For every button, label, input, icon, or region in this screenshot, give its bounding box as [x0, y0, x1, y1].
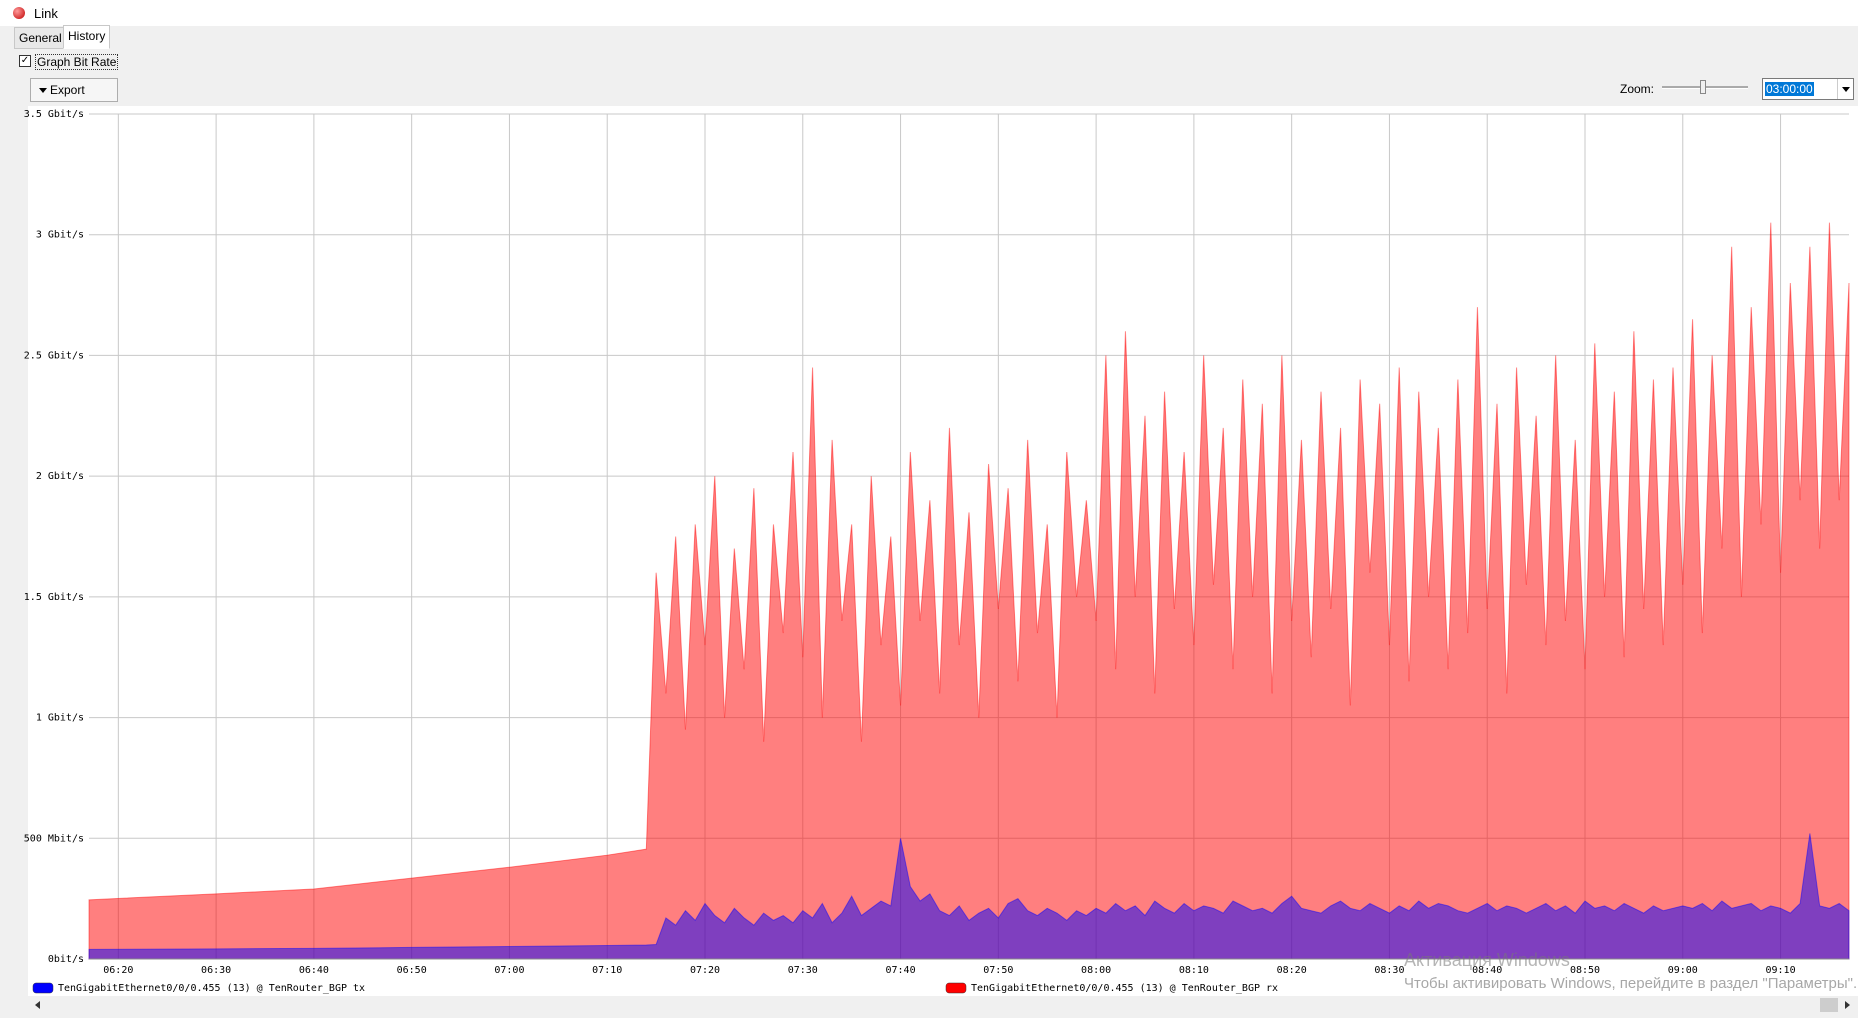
- button-label: Export: [50, 83, 85, 97]
- app-icon: [13, 7, 25, 19]
- y-tick-label: 3 Gbit/s: [36, 230, 84, 241]
- dropdown-arrow: [39, 88, 47, 93]
- y-tick-label: 2 Gbit/s: [36, 471, 84, 482]
- select-arrow[interactable]: [1837, 79, 1853, 99]
- y-tick-label: 0bit/s: [48, 954, 84, 965]
- checkbox-label[interactable]: Graph Bit Rate: [35, 54, 119, 70]
- tab[interactable]: History: [63, 25, 111, 49]
- x-tick-label: 07:40: [886, 965, 916, 976]
- legend-label: TenGigabitEthernet0/0/0.455 (13) @ TenRo…: [971, 983, 1278, 994]
- x-tick-label: 06:20: [103, 965, 133, 976]
- scroll-right[interactable]: [1845, 1001, 1850, 1009]
- legend-swatch: [945, 982, 967, 994]
- x-tick-label: 07:50: [983, 965, 1013, 976]
- x-tick-label: 08:40: [1472, 965, 1502, 976]
- tab[interactable]: General: [14, 27, 67, 49]
- slider-thumb[interactable]: [1700, 80, 1706, 94]
- legend-swatch: [32, 982, 54, 994]
- x-tick-label: 07:30: [788, 965, 818, 976]
- zoom-select[interactable]: 03:00:00: [1762, 78, 1854, 100]
- area: [88, 222, 1850, 960]
- zoom-value: 03:00:00: [1765, 82, 1814, 96]
- x-tick-label: 06:30: [201, 965, 231, 976]
- x-tick-label: 07:20: [690, 965, 720, 976]
- export-button[interactable]: Export: [30, 78, 118, 102]
- watermark-title: Активация Windows: [1404, 950, 1570, 970]
- x-tick-label: 08:10: [1179, 965, 1209, 976]
- title-bar: [0, 0, 1858, 26]
- x-tick-label: 06:40: [299, 965, 329, 976]
- window-title: Link: [34, 6, 58, 21]
- y-tick-label: 2.5 Gbit/s: [24, 350, 84, 361]
- x-tick-label: 08:20: [1277, 965, 1307, 976]
- scroll-left[interactable]: [35, 1001, 40, 1009]
- watermark-text: Чтобы активировать Windows, перейдите в …: [1404, 975, 1858, 992]
- area: [88, 833, 1850, 960]
- x-tick-label: 09:10: [1766, 965, 1796, 976]
- x-tick-label: 08:50: [1570, 965, 1600, 976]
- y-tick-label: 3.5 Gbit/s: [24, 109, 84, 120]
- x-tick-label: 06:50: [397, 965, 427, 976]
- x-tick-label: 07:10: [592, 965, 622, 976]
- checkbox[interactable]: ✓: [19, 55, 31, 67]
- y-tick-label: 500 Mbit/s: [24, 833, 84, 844]
- x-tick-label: 08:30: [1374, 965, 1404, 976]
- legend-label: TenGigabitEthernet0/0/0.455 (13) @ TenRo…: [58, 983, 365, 994]
- scrollbar[interactable]: [28, 996, 1858, 1014]
- zoom-label: Zoom:: [1620, 82, 1655, 96]
- x-tick-label: 07:00: [494, 965, 524, 976]
- y-tick-label: 1 Gbit/s: [36, 713, 84, 724]
- scroll-thumb[interactable]: [1820, 998, 1838, 1012]
- x-tick-label: 08:00: [1081, 965, 1111, 976]
- x-tick-label: 09:00: [1668, 965, 1698, 976]
- y-tick-label: 1.5 Gbit/s: [24, 592, 84, 603]
